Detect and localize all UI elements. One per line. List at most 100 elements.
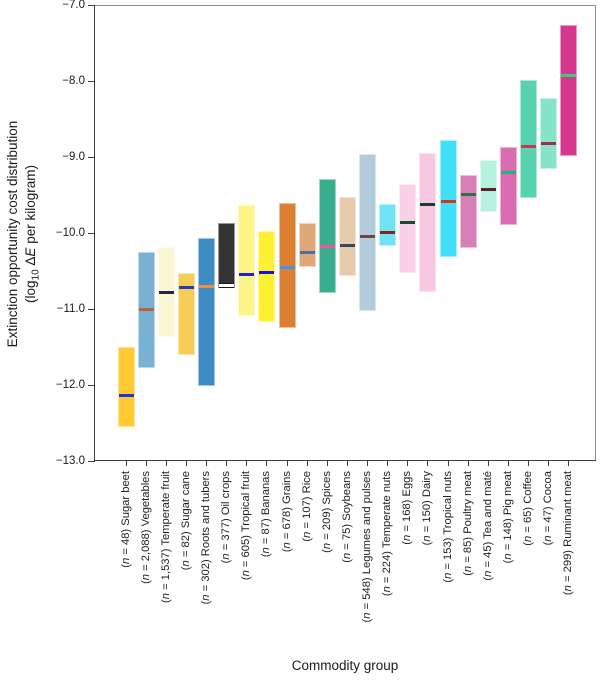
median-roots-and-tubers <box>199 285 215 289</box>
median-vegetables <box>138 307 154 311</box>
x-tick <box>226 461 228 466</box>
x-tick <box>206 461 208 466</box>
x-tick <box>427 461 429 466</box>
y-tick-label: −13.0 <box>55 455 85 467</box>
y-tick-label: −12.0 <box>55 379 85 391</box>
x-label-grains: (n = 678) Grains <box>280 471 293 553</box>
median-sugar-cane <box>178 286 194 290</box>
plot-spine-top <box>94 5 596 6</box>
bar-tropical-fruit <box>238 204 256 316</box>
bar-ruminant-meat <box>560 24 578 157</box>
median-coffee <box>521 144 537 148</box>
x-label-temperate-fruit: (n = 1,537) Temperate fruit <box>159 471 172 603</box>
bar-bananas <box>258 230 276 322</box>
bar-dairy <box>419 153 437 292</box>
bar-tea-and-mat <box>479 160 497 213</box>
x-label-tea-and-mat: (n = 45) Tea and maté <box>481 471 494 581</box>
x-label-rice: (n = 107) Rice <box>300 471 313 542</box>
x-tick <box>407 461 409 466</box>
median-legumes-and-pulses <box>360 234 376 238</box>
x-label-dairy: (n = 150) Dairy <box>421 471 434 546</box>
y-tick <box>88 156 94 158</box>
x-label-eggs: (n = 168) Eggs <box>401 471 414 545</box>
x-label-tropical-fruit: (n = 605) Tropical fruit <box>240 471 253 581</box>
x-label-sugar-beet: (n = 48) Sugar beet <box>119 471 132 568</box>
y-tick <box>88 4 94 6</box>
median-ruminant-meat <box>561 74 577 78</box>
median-spices <box>319 245 335 249</box>
bar-tropical-nuts <box>439 139 457 257</box>
x-label-spices: (n = 209) Spices <box>320 471 333 553</box>
x-axis-line <box>94 460 596 461</box>
y-tick <box>88 460 94 462</box>
bar-poultry-meat <box>459 175 477 249</box>
y-tick <box>88 232 94 234</box>
x-label-coffee: (n = 65) Coffee <box>522 471 535 546</box>
bar-eggs <box>399 183 417 274</box>
median-bananas <box>259 271 275 275</box>
x-tick <box>125 461 127 466</box>
x-tick <box>266 461 268 466</box>
median-eggs <box>400 220 416 224</box>
x-label-ruminant-meat: (n = 299) Ruminant meat <box>562 471 575 596</box>
y-tick-label: −7.0 <box>62 0 85 11</box>
x-tick <box>367 461 369 466</box>
bar-sugar-cane <box>177 272 195 356</box>
bar-grains <box>278 202 296 328</box>
bar-temperate-nuts <box>379 204 397 246</box>
bar-sugar-beet <box>117 347 135 427</box>
median-oil-crops <box>219 282 235 288</box>
y-tick <box>88 384 94 386</box>
median-tea-and-mat <box>480 188 496 192</box>
median-rice <box>299 251 315 255</box>
x-label-sugar-cane: (n = 82) Sugar cane <box>179 471 192 571</box>
x-label-bananas: (n = 87) Bananas <box>260 471 273 558</box>
x-label-oil-crops: (n = 377) Oil crops <box>220 471 233 564</box>
plot-spine-right <box>595 5 596 461</box>
x-tick <box>165 461 167 466</box>
x-tick <box>306 461 308 466</box>
median-poultry-meat <box>460 192 476 196</box>
median-tropical-nuts <box>440 199 456 203</box>
y-tick-label: −8.0 <box>62 75 85 87</box>
x-tick <box>528 461 530 466</box>
bar-legumes-and-pulses <box>359 153 377 311</box>
x-label-temperate-nuts: (n = 224) Temperate nuts <box>381 471 394 597</box>
x-label-pig-meat: (n = 148) Pig meat <box>501 471 514 564</box>
x-tick <box>346 461 348 466</box>
x-tick <box>145 461 147 466</box>
x-tick <box>387 461 389 466</box>
y-tick-label: −10.0 <box>55 227 85 239</box>
median-cocoa <box>541 141 557 145</box>
x-tick <box>185 461 187 466</box>
x-label-vegetables: (n = 2,088) Vegetables <box>139 471 152 584</box>
median-temperate-nuts <box>380 230 396 234</box>
median-tropical-fruit <box>239 272 255 276</box>
bar-rice <box>298 223 316 268</box>
median-grains <box>279 266 295 270</box>
x-tick <box>548 461 550 466</box>
y-axis-title-line1: Extinction opportunity cost distribution <box>5 120 20 348</box>
x-tick <box>507 461 509 466</box>
x-label-legumes-and-pulses: (n = 548) Legumes and pulses <box>361 471 374 623</box>
y-axis-line <box>94 5 95 462</box>
bar-spices <box>318 179 336 294</box>
x-tick <box>326 461 328 466</box>
x-tick <box>568 461 570 466</box>
median-dairy <box>420 202 436 206</box>
x-tick <box>467 461 469 466</box>
x-label-soybeans: (n = 75) Soybeans <box>340 471 353 563</box>
y-tick-label: −9.0 <box>62 151 85 163</box>
y-tick-label: −11.0 <box>56 303 85 315</box>
bar-coffee <box>520 80 538 199</box>
x-label-poultry-meat: (n = 85) Poultry meat <box>461 471 474 576</box>
median-sugar-beet <box>118 394 134 398</box>
x-label-cocoa: (n = 47) Cocoa <box>542 471 555 546</box>
x-label-tropical-nuts: (n = 153) Tropical nuts <box>441 471 454 583</box>
bar-roots-and-tubers <box>198 238 216 386</box>
x-tick <box>246 461 248 466</box>
x-tick <box>286 461 288 466</box>
bar-cocoa <box>540 97 558 170</box>
x-tick <box>487 461 489 466</box>
